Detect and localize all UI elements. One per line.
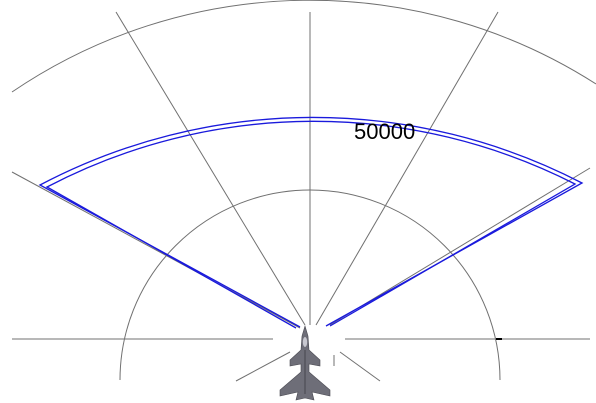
spoke-lower-right	[339, 351, 381, 382]
spoke-left-60	[11, 171, 301, 329]
scan-sector-outer-edge	[38, 116, 584, 328]
range-label: 50000	[354, 119, 415, 144]
fighter-jet-icon	[279, 324, 331, 401]
azimuth-spokes	[11, 11, 591, 382]
spoke-right-30	[315, 11, 499, 326]
spoke-left-30	[115, 11, 306, 326]
spoke-lower-left	[235, 351, 291, 382]
scan-sector	[38, 116, 584, 329]
scan-sector-inner-edge	[45, 120, 577, 329]
outer-range-ring	[11, 0, 596, 93]
